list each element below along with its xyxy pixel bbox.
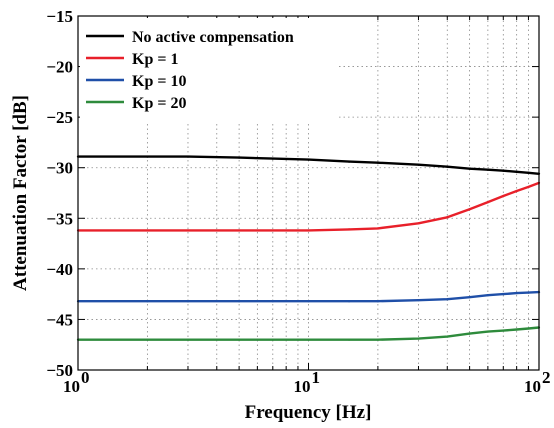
data-point xyxy=(486,201,489,204)
data-point xyxy=(238,156,241,159)
y-tick-label: −30 xyxy=(46,159,73,178)
legend-label: Kp = 20 xyxy=(132,95,186,112)
legend: No active compensation Kp = 1 Kp = 10 Kp = … xyxy=(80,18,338,124)
data-point xyxy=(502,169,505,172)
y-tick-label: −20 xyxy=(46,58,73,77)
y-axis-label: Attenuation Factor [dB] xyxy=(10,95,31,291)
x-tick-label: 10 1 xyxy=(294,368,321,396)
axis-ticks xyxy=(78,15,539,371)
x-tick-exponent: 0 xyxy=(81,368,90,387)
x-tick-exponent: 2 xyxy=(542,368,551,387)
data-point xyxy=(146,300,149,303)
x-tick-base: 10 xyxy=(524,377,541,396)
data-point xyxy=(515,170,518,173)
series-line-1 xyxy=(78,181,540,232)
y-tick-label: −15 xyxy=(46,7,73,26)
data-point xyxy=(307,300,310,303)
data-point xyxy=(271,229,274,232)
data-point xyxy=(146,338,149,341)
data-point xyxy=(271,338,274,341)
y-tick-label: −35 xyxy=(46,209,73,228)
data-point xyxy=(515,189,518,193)
data-point xyxy=(502,194,505,198)
y-tick-label: −25 xyxy=(46,108,73,127)
data-point xyxy=(146,155,149,158)
data-point xyxy=(347,228,351,231)
data-point xyxy=(376,338,379,341)
y-tick-labels: −50 −45 −40 −35 −30 −25 −20 −15 xyxy=(46,7,73,380)
data-point xyxy=(271,300,274,303)
data-point xyxy=(347,338,351,341)
legend-label: Kp = 10 xyxy=(132,73,186,90)
legend-item: No active compensation xyxy=(86,29,294,46)
data-point xyxy=(238,229,241,232)
data-point xyxy=(486,330,489,333)
data-point xyxy=(486,168,489,171)
data-point xyxy=(307,338,310,341)
data-point xyxy=(446,298,449,301)
data-point xyxy=(468,208,471,211)
data-point xyxy=(347,300,351,303)
x-tick-label: 10 2 xyxy=(524,368,551,396)
data-point xyxy=(417,299,420,302)
legend-item: Kp = 10 xyxy=(86,73,186,90)
data-point xyxy=(376,227,379,230)
data-point xyxy=(527,327,530,330)
data-point xyxy=(446,165,449,168)
data-point xyxy=(376,300,379,303)
legend-item: Kp = 20 xyxy=(86,95,186,112)
y-tick-label: −40 xyxy=(46,260,73,279)
legend-label: No active compensation xyxy=(132,29,294,46)
data-point xyxy=(186,229,190,232)
x-tick-exponent: 1 xyxy=(312,368,321,387)
data-point xyxy=(347,160,351,163)
data-point xyxy=(486,294,489,297)
x-tick-label: 10 0 xyxy=(63,368,90,396)
data-point xyxy=(238,300,241,303)
plot-frame xyxy=(77,15,540,371)
data-point xyxy=(527,185,530,189)
data-point xyxy=(468,167,471,170)
x-axis-label: Frequency [Hz] xyxy=(245,402,372,423)
data-point xyxy=(468,296,471,299)
series-line-3 xyxy=(78,326,540,341)
data-point xyxy=(376,161,379,164)
data-point xyxy=(146,229,149,232)
data-point xyxy=(238,338,241,341)
data-point xyxy=(515,328,518,331)
data-point xyxy=(271,157,274,160)
series-line-0 xyxy=(78,155,540,175)
data-point xyxy=(186,338,190,341)
data-point xyxy=(527,291,530,294)
data-point xyxy=(446,335,449,338)
data-point xyxy=(468,332,471,335)
data-point xyxy=(307,158,310,161)
data-point xyxy=(417,163,420,166)
data-point xyxy=(502,293,505,296)
y-tick-label: −50 xyxy=(46,361,73,380)
data-point xyxy=(307,229,310,232)
data-point xyxy=(446,216,449,219)
x-tick-labels: 10 0 10 1 10 2 xyxy=(63,368,551,396)
series-line-2 xyxy=(78,290,540,303)
legend-label: Kp = 1 xyxy=(132,51,178,68)
y-tick-label: −45 xyxy=(46,310,73,329)
x-tick-base: 10 xyxy=(63,377,80,396)
data-point xyxy=(417,337,420,340)
data-point xyxy=(515,292,518,295)
data-point xyxy=(502,329,505,332)
x-tick-base: 10 xyxy=(294,377,311,396)
data-point xyxy=(527,171,530,174)
legend-item: Kp = 1 xyxy=(86,51,178,68)
data-point xyxy=(417,222,420,225)
data-point xyxy=(186,300,190,303)
data-point xyxy=(186,155,190,158)
